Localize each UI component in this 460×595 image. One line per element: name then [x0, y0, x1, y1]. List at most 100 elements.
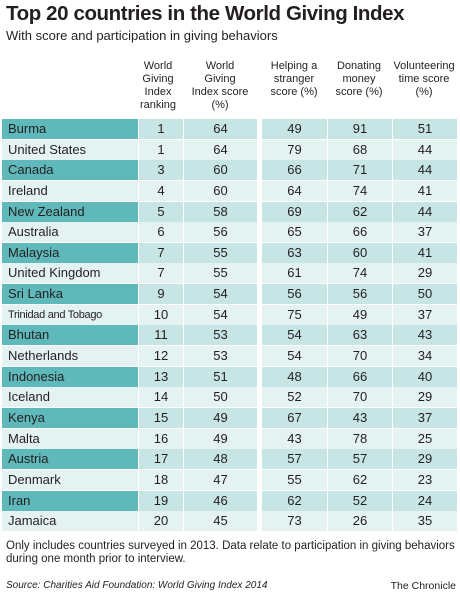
donating-score-cell: 70 — [328, 387, 392, 408]
volunteering-score-cell: 37 — [393, 304, 457, 325]
country-name-cell: Ireland — [2, 180, 138, 201]
footnote: Only includes countries surveyed in 2013… — [6, 540, 455, 565]
ranking-cell: 1 — [139, 119, 183, 139]
volunteering-score-cell: 50 — [393, 284, 457, 305]
ranking-cell: 12 — [139, 346, 183, 367]
volunteering-score-cell: 43 — [393, 325, 457, 346]
country-name-cell: New Zealand — [2, 201, 138, 222]
wgi-score-cell: 55 — [184, 242, 257, 263]
table-row: Trinidad and Tobago 10 54 75 49 37 — [2, 304, 457, 325]
helping-score-cell: 65 — [262, 222, 327, 243]
donating-score-cell: 63 — [328, 325, 392, 346]
ranking-cell: 7 — [139, 263, 183, 284]
wgi-score-cell: 47 — [184, 469, 257, 490]
volunteering-score-cell: 41 — [393, 242, 457, 263]
volunteering-score-cell: 40 — [393, 366, 457, 387]
donating-score-cell: 66 — [328, 366, 392, 387]
column-header-helping: Helping a stranger score (%) — [270, 60, 318, 98]
ranking-cell: 14 — [139, 387, 183, 408]
country-name-cell: United States — [2, 139, 138, 160]
helping-score-cell: 56 — [262, 284, 327, 305]
country-name-cell: Iran — [2, 490, 138, 511]
table-row: Austria 17 48 57 57 29 — [2, 449, 457, 470]
wgi-score-cell: 50 — [184, 387, 257, 408]
table-row: Iceland 14 50 52 70 29 — [2, 387, 457, 408]
ranking-cell: 19 — [139, 490, 183, 511]
donating-score-cell: 62 — [328, 469, 392, 490]
country-name-cell: Burma — [2, 119, 138, 139]
helping-score-cell: 55 — [262, 469, 327, 490]
volunteering-score-cell: 29 — [393, 263, 457, 284]
page-title: Top 20 countries in the World Giving Ind… — [6, 2, 405, 25]
donating-score-cell: 71 — [328, 160, 392, 181]
donating-score-cell: 74 — [328, 263, 392, 284]
ranking-cell: 1 — [139, 139, 183, 160]
helping-score-cell: 54 — [262, 325, 327, 346]
table-row: Sri Lanka 9 54 56 56 50 — [2, 284, 457, 305]
table-row: Bhutan 11 53 54 63 43 — [2, 325, 457, 346]
ranking-cell: 7 — [139, 242, 183, 263]
volunteering-score-cell: 51 — [393, 119, 457, 139]
wgi-score-cell: 58 — [184, 201, 257, 222]
country-name-cell: Bhutan — [2, 325, 138, 346]
wgi-score-cell: 53 — [184, 325, 257, 346]
helping-score-cell: 79 — [262, 139, 327, 160]
helping-score-cell: 64 — [262, 180, 327, 201]
ranking-cell: 5 — [139, 201, 183, 222]
country-name-cell: Indonesia — [2, 366, 138, 387]
country-name-cell: United Kingdom — [2, 263, 138, 284]
volunteering-score-cell: 37 — [393, 407, 457, 428]
helping-score-cell: 69 — [262, 201, 327, 222]
ranking-cell: 16 — [139, 428, 183, 449]
wgi-score-cell: 54 — [184, 304, 257, 325]
helping-score-cell: 48 — [262, 366, 327, 387]
country-name-cell: Australia — [2, 222, 138, 243]
ranking-cell: 15 — [139, 407, 183, 428]
table-row: Canada 3 60 66 71 44 — [2, 160, 457, 181]
donating-score-cell: 70 — [328, 346, 392, 367]
volunteering-score-cell: 29 — [393, 449, 457, 470]
country-name-cell: Trinidad and Tobago — [2, 304, 138, 325]
volunteering-score-cell: 34 — [393, 346, 457, 367]
helping-score-cell: 43 — [262, 428, 327, 449]
table-row: Jamaica 20 45 73 26 35 — [2, 511, 457, 532]
helping-score-cell: 63 — [262, 242, 327, 263]
volunteering-score-cell: 24 — [393, 490, 457, 511]
table-row: United Kingdom 7 55 61 74 29 — [2, 263, 457, 284]
wgi-score-cell: 54 — [184, 284, 257, 305]
ranking-cell: 3 — [139, 160, 183, 181]
donating-score-cell: 78 — [328, 428, 392, 449]
donating-score-cell: 91 — [328, 119, 392, 139]
ranking-cell: 17 — [139, 449, 183, 470]
ranking-cell: 11 — [139, 325, 183, 346]
helping-score-cell: 57 — [262, 449, 327, 470]
wgi-score-cell: 51 — [184, 366, 257, 387]
wgi-score-cell: 53 — [184, 346, 257, 367]
table-row: Denmark 18 47 55 62 23 — [2, 469, 457, 490]
wgi-score-cell: 64 — [184, 119, 257, 139]
donating-score-cell: 60 — [328, 242, 392, 263]
volunteering-score-cell: 44 — [393, 201, 457, 222]
column-header-volunteering: Volunteering time score (%) — [393, 60, 455, 98]
helping-score-cell: 54 — [262, 346, 327, 367]
wgi-score-cell: 49 — [184, 428, 257, 449]
ranking-cell: 4 — [139, 180, 183, 201]
volunteering-score-cell: 23 — [393, 469, 457, 490]
donating-score-cell: 57 — [328, 449, 392, 470]
country-name-cell: Sri Lanka — [2, 284, 138, 305]
ranking-cell: 20 — [139, 511, 183, 532]
column-header-donating: Donating money score (%) — [335, 60, 383, 98]
ranking-cell: 9 — [139, 284, 183, 305]
volunteering-score-cell: 44 — [393, 160, 457, 181]
donating-score-cell: 49 — [328, 304, 392, 325]
country-name-cell: Iceland — [2, 387, 138, 408]
ranking-cell: 18 — [139, 469, 183, 490]
donating-score-cell: 52 — [328, 490, 392, 511]
volunteering-score-cell: 35 — [393, 511, 457, 532]
country-name-cell: Malaysia — [2, 242, 138, 263]
country-name-cell: Malta — [2, 428, 138, 449]
donating-score-cell: 62 — [328, 201, 392, 222]
wgi-score-cell: 45 — [184, 511, 257, 532]
column-header-wgi-score: World Giving Index score (%) — [191, 60, 249, 111]
country-name-cell: Austria — [2, 449, 138, 470]
